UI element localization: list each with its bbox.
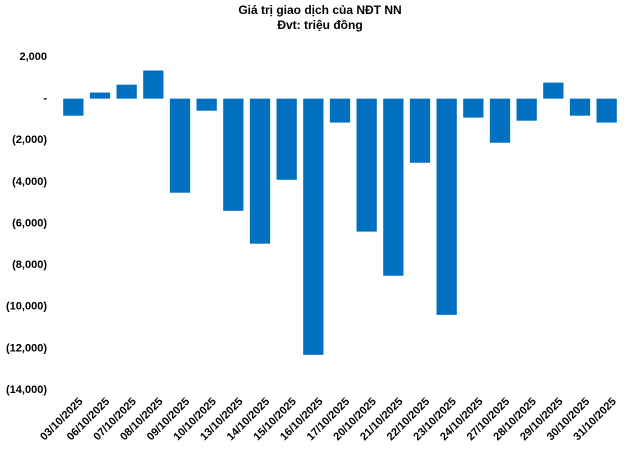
bar [223,98,244,211]
bar [409,98,431,163]
bar [543,82,564,99]
y-tick-label: (2,000) [12,134,47,146]
bar [303,98,324,355]
y-tick-label: (10,000) [6,301,47,313]
bar [63,98,84,116]
bar [249,98,271,244]
bar [276,98,297,180]
y-tick-label: (6,000) [12,217,47,229]
bar [569,98,591,116]
bar [329,98,351,123]
bar [169,98,191,193]
y-tick-label: (14,000) [6,384,47,396]
bar [116,84,137,99]
bar [489,98,511,143]
y-tick-label: - [43,93,47,105]
bar [143,70,164,99]
bar [383,98,404,276]
bar [516,98,537,121]
bar [596,98,617,123]
chart-title: Giá trị giao dịch của NĐT NN [238,3,401,17]
bar [196,98,217,111]
y-tick-label: (4,000) [12,176,47,188]
y-tick-label: (12,000) [6,342,47,354]
bar [356,98,377,232]
y-tick-label: 2,000 [19,51,47,63]
bar [89,92,111,99]
bar [436,98,457,315]
bar [463,98,484,118]
y-tick-label: (8,000) [12,259,47,271]
chart-subtitle: Đvt: triệu đồng [277,18,362,32]
